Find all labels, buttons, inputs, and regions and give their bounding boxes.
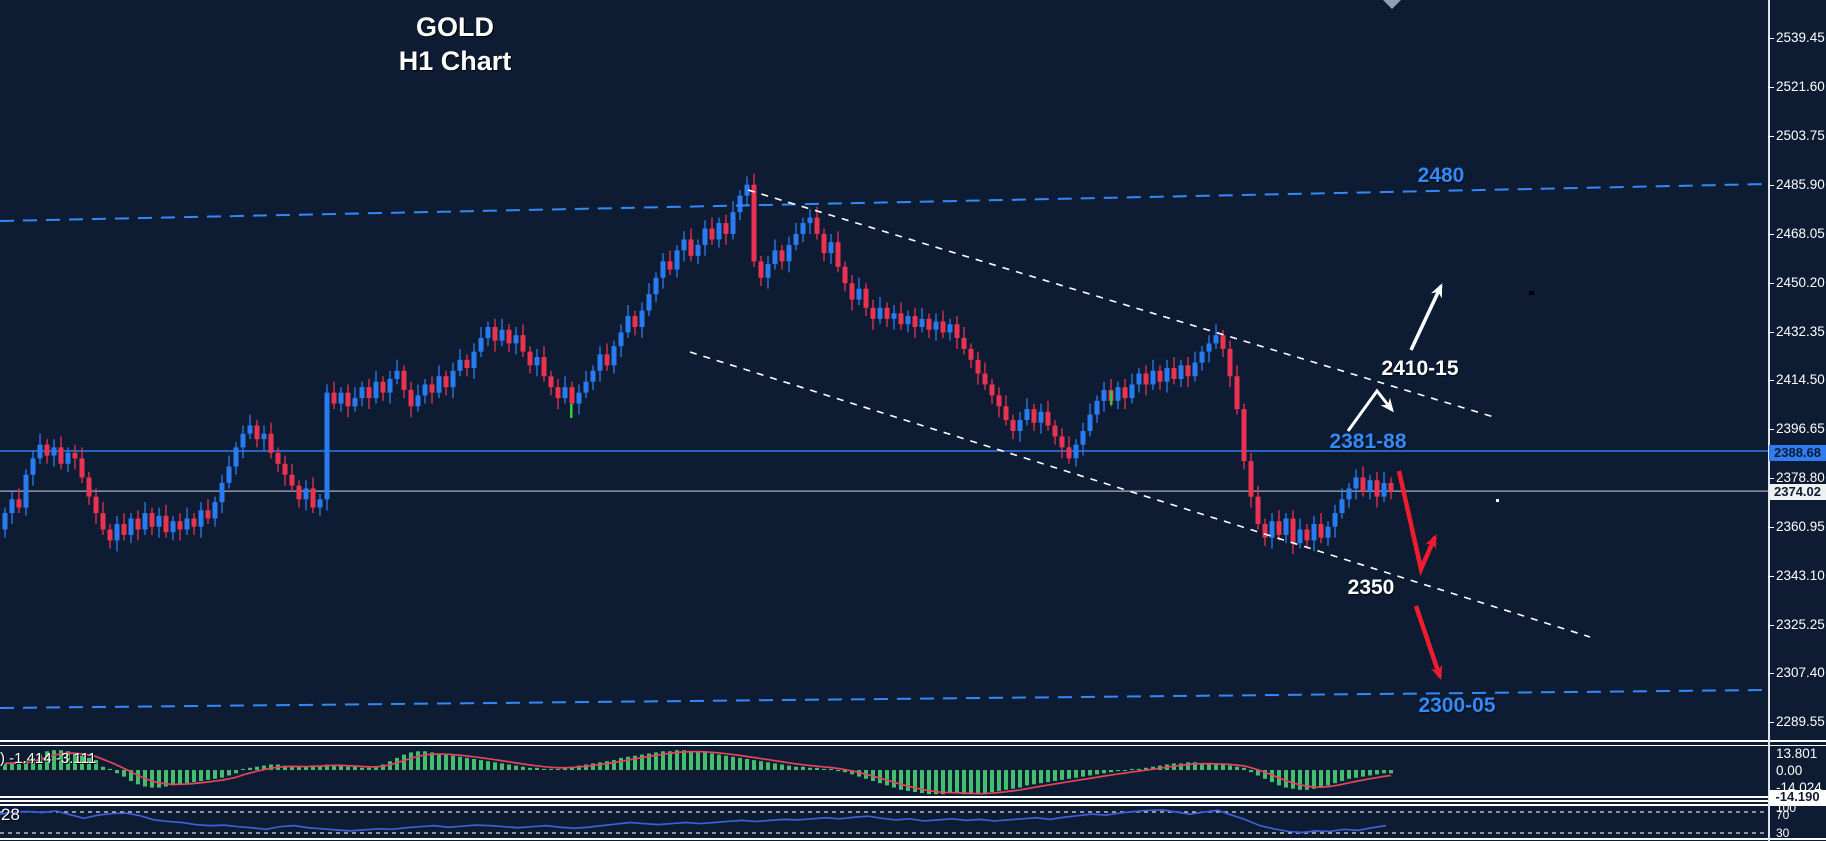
price-axis-tick-mark bbox=[1768, 185, 1774, 186]
price-axis-tick-label: 2325.25 bbox=[1776, 616, 1825, 632]
price-axis-tick-label: 2485.90 bbox=[1776, 177, 1825, 192]
price-axis-tick-mark bbox=[1768, 429, 1774, 431]
chart-shift-marker[interactable] bbox=[1383, 0, 1401, 9]
price-axis-tick-label: 2396.65 bbox=[1776, 421, 1825, 437]
price-axis-tick-mark bbox=[1768, 575, 1774, 577]
price-axis-tick-mark bbox=[1768, 38, 1774, 40]
rsi-indicator-label: 28 bbox=[1, 805, 20, 824]
chart-title-timeframe: H1 Chart bbox=[398, 46, 512, 76]
price-axis-tick-mark bbox=[1768, 282, 1774, 284]
price-axis-tick-mark bbox=[1768, 722, 1774, 724]
upper-target-label: 2410-15 bbox=[1381, 357, 1459, 380]
drop-bounce-arrow bbox=[1396, 470, 1438, 577]
green-tick bbox=[570, 404, 573, 418]
price-axis-tick-label: 2289.55 bbox=[1776, 714, 1825, 730]
rsi-axis-lower: 30 bbox=[1776, 826, 1790, 840]
macd-histogram bbox=[3, 750, 1393, 795]
line-price-box: 2388.68 bbox=[1769, 445, 1826, 461]
trendline-channel-upper bbox=[747, 189, 1498, 419]
trendline-channel-lower bbox=[689, 351, 1591, 638]
pane-splitter[interactable] bbox=[0, 804, 1826, 806]
price-axis-tick-mark bbox=[1768, 331, 1774, 333]
pane-splitter[interactable] bbox=[0, 740, 1826, 742]
macd-axis-max: 13.801 bbox=[1776, 746, 1818, 761]
rsi-axis-upper: 70 bbox=[1776, 808, 1790, 822]
macd-value-box: -14.190 bbox=[1769, 790, 1826, 804]
macd-axis-zero: 0.00 bbox=[1776, 763, 1803, 778]
candles bbox=[2, 173, 1394, 555]
price-axis-tick-label: 2539.45 bbox=[1776, 30, 1825, 46]
price-axis-tick-label: 2432.35 bbox=[1776, 323, 1825, 339]
black-dot bbox=[1529, 291, 1534, 295]
trendline-support-2300 bbox=[0, 689, 1769, 709]
chart-title: GOLD H1 Chart bbox=[330, 10, 580, 78]
price-axis-tick-label: 2414.50 bbox=[1776, 372, 1825, 388]
pane-splitter[interactable] bbox=[0, 800, 1826, 802]
breakdown-arrow bbox=[1413, 605, 1443, 680]
bull-breakout-arrow bbox=[1409, 283, 1443, 351]
price-axis-tick-mark bbox=[1768, 380, 1774, 382]
price-axis-tick-mark bbox=[1768, 673, 1774, 675]
lower-target-label: 2300-05 bbox=[1418, 694, 1496, 717]
price-axis-tick-mark bbox=[1768, 526, 1774, 528]
pane-splitter[interactable] bbox=[0, 796, 1826, 798]
white-dot bbox=[1496, 499, 1499, 502]
price-axis-tick-label: 2503.75 bbox=[1776, 128, 1825, 144]
breakout-zone-label: 2381-88 bbox=[1329, 430, 1407, 453]
resistance-price-label: 2480 bbox=[1417, 164, 1465, 187]
price-axis-tick-label: 2521.60 bbox=[1776, 79, 1825, 95]
price-axis-tick-label: 2468.05 bbox=[1776, 225, 1825, 241]
price-axis-tick-mark bbox=[1768, 624, 1774, 626]
price-axis-tick-mark bbox=[1768, 233, 1774, 235]
support-price-label: 2350 bbox=[1347, 576, 1395, 599]
price-axis-tick-mark bbox=[1768, 136, 1774, 138]
price-axis-tick-label: 2450.20 bbox=[1776, 274, 1825, 290]
price-axis-tick-label: 2360.95 bbox=[1776, 518, 1825, 534]
price-axis-tick-mark bbox=[1768, 478, 1774, 480]
price-axis-tick-label: 2378.80 bbox=[1776, 470, 1825, 486]
chart-title-symbol: GOLD bbox=[416, 12, 494, 42]
price-axis-tick-label: 2307.40 bbox=[1776, 665, 1825, 681]
rsi-axis-top: 100 bbox=[1776, 801, 1797, 815]
macd-indicator-label: ) -1.414 -3.111 bbox=[0, 750, 97, 767]
price-axis-separator bbox=[1768, 0, 1770, 841]
pane-splitter[interactable] bbox=[0, 744, 1826, 746]
current-price-box: 2374.02 bbox=[1769, 484, 1826, 500]
retest-arrow bbox=[1346, 388, 1394, 432]
price-axis-tick-label: 2343.10 bbox=[1776, 567, 1825, 583]
green-tick bbox=[1110, 391, 1113, 405]
pane-splitter[interactable] bbox=[0, 838, 1826, 840]
macd-signal-line bbox=[4, 750, 1392, 795]
price-axis-tick-mark bbox=[1768, 87, 1774, 89]
rsi-line bbox=[0, 809, 1387, 834]
trendline-resistance-2480 bbox=[0, 183, 1769, 222]
